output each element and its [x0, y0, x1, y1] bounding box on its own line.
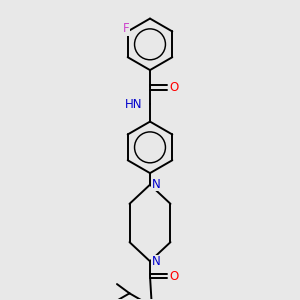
- Text: HN: HN: [125, 98, 143, 111]
- Text: F: F: [123, 22, 129, 35]
- Text: N: N: [152, 178, 161, 190]
- Text: N: N: [152, 256, 161, 268]
- Text: O: O: [169, 270, 178, 283]
- Text: O: O: [169, 81, 178, 94]
